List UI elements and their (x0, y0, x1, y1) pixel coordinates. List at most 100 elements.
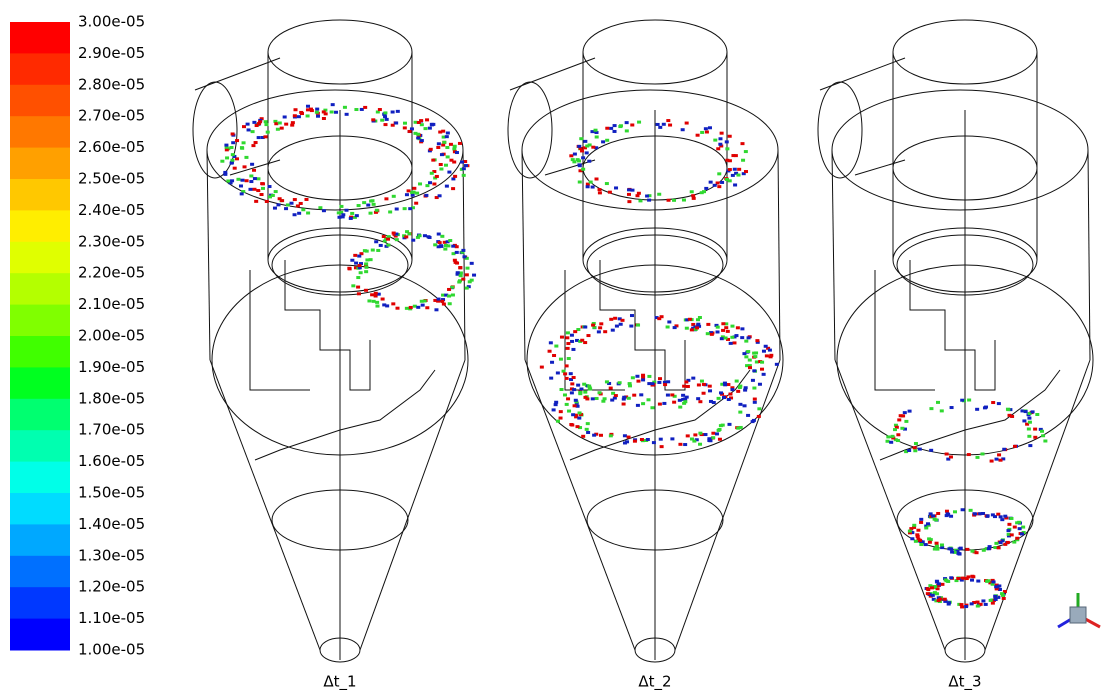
particle (1017, 520, 1022, 524)
particle (246, 128, 251, 132)
particle (638, 199, 643, 203)
particle (370, 199, 375, 203)
particle (721, 396, 726, 400)
colorbar-label: 2.20e-05 (78, 264, 145, 282)
particle (1033, 435, 1038, 439)
particle (764, 354, 769, 358)
particle (657, 402, 662, 406)
particle (450, 285, 455, 289)
particle (896, 433, 901, 437)
particle (709, 331, 714, 335)
particle (601, 399, 606, 403)
particle (408, 305, 413, 309)
particle (570, 382, 575, 386)
particle (666, 380, 671, 384)
particle (410, 193, 415, 197)
particle (354, 108, 359, 112)
particle (565, 331, 570, 335)
particle (944, 514, 949, 518)
particle (909, 527, 914, 531)
particle (928, 584, 933, 588)
particle (572, 160, 577, 164)
particle (441, 135, 446, 139)
particle (934, 544, 939, 548)
particle (889, 440, 894, 444)
particle (964, 605, 969, 609)
particle (989, 459, 994, 463)
particle (681, 397, 686, 401)
particle (305, 104, 310, 108)
particle (574, 413, 579, 417)
color-band (10, 147, 70, 180)
colorbar-label: 1.70e-05 (78, 421, 145, 439)
particle (384, 117, 389, 121)
particle (436, 297, 441, 301)
particle (626, 435, 631, 439)
particle (1012, 540, 1017, 544)
particle (966, 575, 971, 579)
particle (422, 234, 427, 238)
particle (630, 188, 635, 192)
particle (443, 243, 448, 247)
particle (711, 431, 716, 435)
particle (968, 508, 973, 512)
particle (451, 252, 456, 256)
particle (672, 198, 677, 202)
particle (689, 437, 694, 441)
particle (1027, 411, 1032, 415)
particle (555, 419, 560, 423)
particle (408, 207, 413, 211)
particle (933, 585, 938, 589)
particle (755, 339, 760, 343)
particle (677, 398, 682, 402)
particle (304, 197, 309, 201)
particle (719, 131, 724, 135)
particle (598, 433, 603, 437)
colorbar-label: 2.60e-05 (78, 138, 145, 156)
particle (939, 409, 944, 413)
particle (608, 434, 613, 438)
particle (395, 109, 400, 113)
particle (627, 188, 632, 192)
particle (444, 293, 449, 297)
particle (665, 325, 670, 329)
particle (416, 121, 421, 125)
particle (991, 580, 996, 584)
particle (368, 258, 373, 262)
particle (960, 508, 965, 512)
particle (583, 139, 588, 143)
particle (250, 130, 255, 134)
particle (416, 136, 421, 140)
particle (668, 123, 673, 127)
particle (256, 177, 261, 181)
particle (384, 197, 389, 201)
particle (314, 110, 319, 114)
cyclone-wireframe (507, 19, 784, 663)
particle (348, 216, 353, 220)
particle (657, 380, 662, 384)
particle (1020, 409, 1025, 413)
particle (678, 405, 683, 409)
particle (432, 182, 437, 186)
particle (572, 152, 577, 156)
particle (220, 159, 225, 163)
particle (984, 547, 989, 551)
colorbar-label: 2.90e-05 (78, 44, 145, 62)
particle (956, 576, 961, 580)
particle (919, 517, 924, 521)
particle (1006, 534, 1011, 538)
particle (935, 587, 940, 591)
particle (569, 387, 574, 391)
particle (224, 143, 229, 147)
particle (585, 144, 590, 148)
particle (721, 328, 726, 332)
color-band (10, 304, 70, 337)
particle (936, 511, 941, 515)
particle (697, 324, 702, 328)
particle (575, 425, 580, 429)
particle (566, 342, 571, 346)
particle (451, 177, 456, 181)
particle (443, 247, 448, 251)
particle (258, 120, 263, 124)
particle (741, 158, 746, 162)
